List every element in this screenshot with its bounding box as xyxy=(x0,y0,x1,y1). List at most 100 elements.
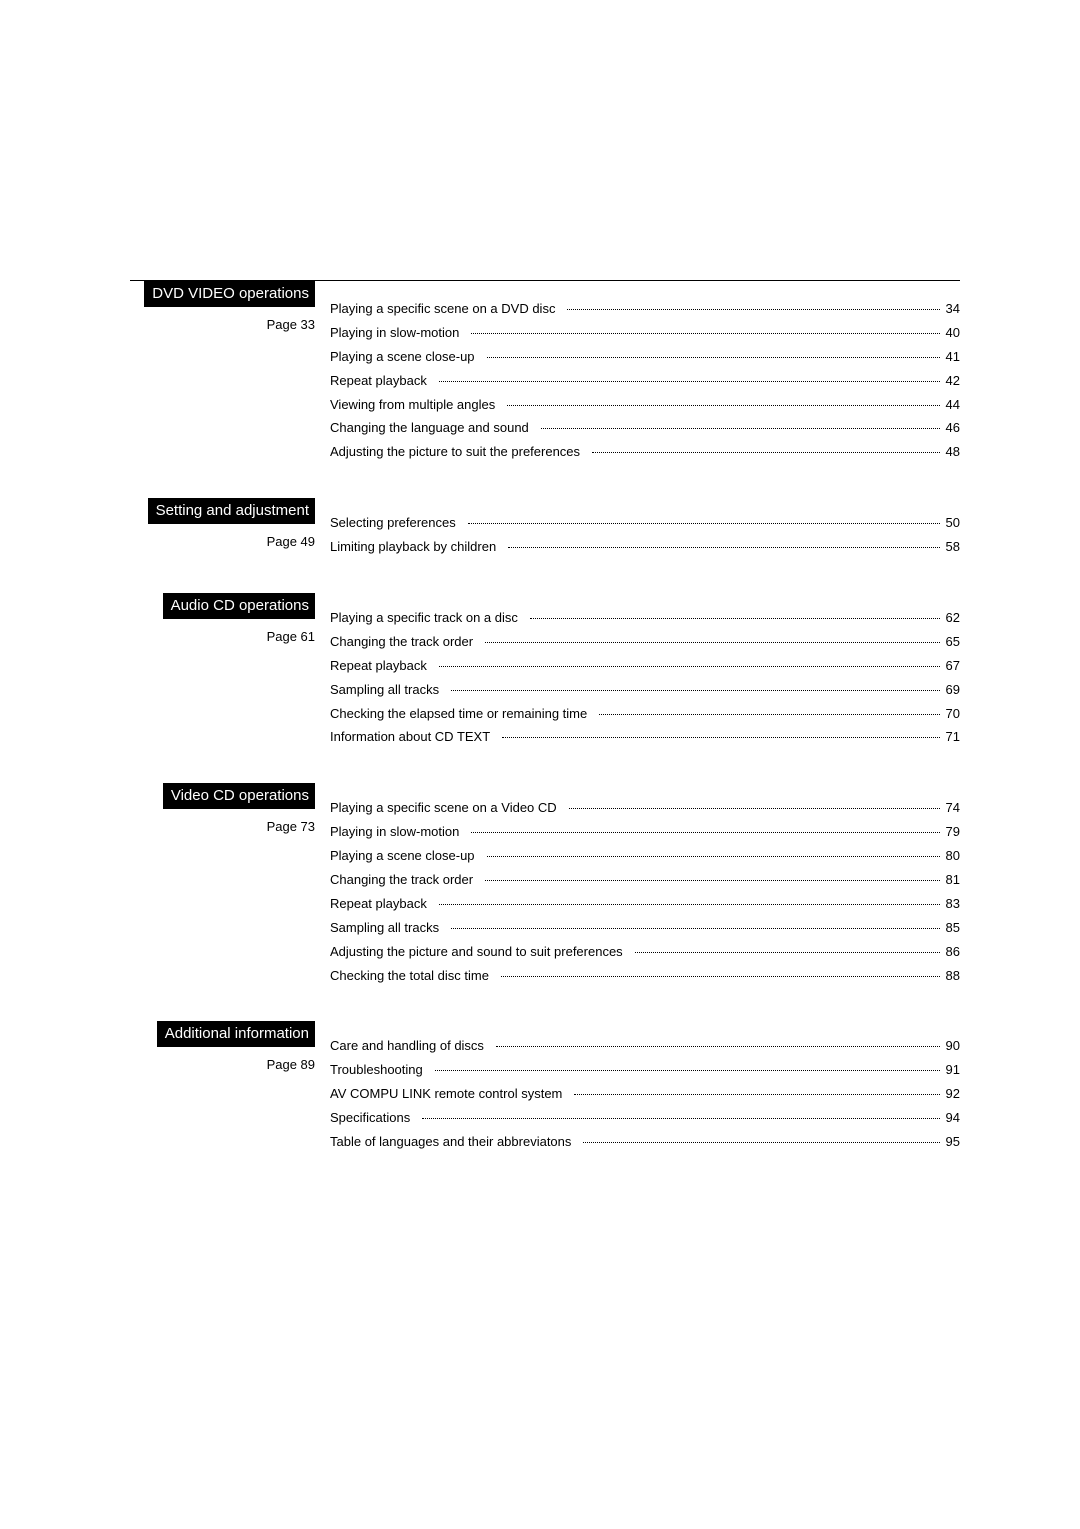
toc-leader-dots xyxy=(530,618,940,619)
toc-section: DVD VIDEO operations Page 33 Playing a s… xyxy=(130,281,960,468)
toc-entry-page: 65 xyxy=(942,634,960,651)
toc-entry-page: 40 xyxy=(942,325,960,342)
toc-entry-label: Viewing from multiple angles xyxy=(330,397,505,414)
toc-entry-page: 42 xyxy=(942,373,960,390)
toc-entry-label: Checking the total disc time xyxy=(330,968,499,985)
toc-entry: Sampling all tracks 85 xyxy=(330,920,960,937)
toc-leader-dots xyxy=(471,832,939,833)
section-entries: Selecting preferences 50 Limiting playbac… xyxy=(330,498,960,563)
toc-entry-page: 79 xyxy=(942,824,960,841)
toc-leader-dots xyxy=(485,642,939,643)
toc-entry-label: Repeat playback xyxy=(330,373,437,390)
toc-entry-page: 85 xyxy=(942,920,960,937)
section-left: DVD VIDEO operations Page 33 xyxy=(130,281,330,468)
toc-entry-page: 88 xyxy=(942,968,960,985)
toc-entry: Playing a specific track on a disc62 xyxy=(330,610,960,627)
toc-leader-dots xyxy=(592,452,939,453)
toc-entry: Adjusting the picture to suit the prefer… xyxy=(330,444,960,461)
toc-entry: Checking the total disc time 88 xyxy=(330,968,960,985)
toc-entry: Troubleshooting 91 xyxy=(330,1062,960,1079)
toc-entry: Adjusting the picture and sound to suit … xyxy=(330,944,960,961)
toc-section: Video CD operations Page 73 Playing a sp… xyxy=(130,783,960,991)
toc-entry-label: Selecting preferences xyxy=(330,515,466,532)
toc-leader-dots xyxy=(439,381,940,382)
toc-entry-page: 70 xyxy=(942,706,960,723)
toc-entry-label: Changing the language and sound xyxy=(330,420,539,437)
toc-leader-dots xyxy=(599,714,939,715)
toc-entry: Viewing from multiple angles 44 xyxy=(330,397,960,414)
toc-leader-dots xyxy=(496,1046,940,1047)
toc-entry-page: 67 xyxy=(942,658,960,675)
toc-entry-page: 58 xyxy=(942,539,960,556)
toc-entry: Care and handling of discs 90 xyxy=(330,1038,960,1055)
section-page-ref: Page 73 xyxy=(130,819,315,834)
section-entries: Care and handling of discs 90 Troubleshoo… xyxy=(330,1021,960,1157)
toc-entry-label: Changing the track order xyxy=(330,634,483,651)
toc-entry-page: 62 xyxy=(942,610,960,627)
toc-entry-label: Playing in slow-motion xyxy=(330,824,469,841)
toc-leader-dots xyxy=(502,737,939,738)
toc-leader-dots xyxy=(451,690,939,691)
toc-entry-page: 91 xyxy=(942,1062,960,1079)
toc-entry: Specifications 94 xyxy=(330,1110,960,1127)
toc-section: Additional information Page 89 Care and … xyxy=(130,1021,960,1157)
toc-entry: Playing a scene close-up41 xyxy=(330,349,960,366)
toc-entry: Repeat playback83 xyxy=(330,896,960,913)
section-entries: Playing a specific scene on a Video CD 74… xyxy=(330,783,960,991)
toc-entry: Sampling all tracks69 xyxy=(330,682,960,699)
section-page-ref: Page 61 xyxy=(130,629,315,644)
toc-entry: Playing a specific scene on a DVD disc 34 xyxy=(330,301,960,318)
toc-leader-dots xyxy=(439,666,940,667)
toc-entry-page: 46 xyxy=(942,420,960,437)
toc-entry-label: Playing a specific scene on a DVD disc xyxy=(330,301,565,318)
toc-leader-dots xyxy=(487,357,940,358)
toc-entry-page: 44 xyxy=(942,397,960,414)
toc-entry-page: 95 xyxy=(942,1134,960,1151)
toc-entry-label: Care and handling of discs xyxy=(330,1038,494,1055)
toc-entry-page: 34 xyxy=(942,301,960,318)
toc-entry-page: 48 xyxy=(942,444,960,461)
section-left: Video CD operations Page 73 xyxy=(130,783,330,991)
toc-entry-page: 74 xyxy=(942,800,960,817)
toc-entry: Changing the track order81 xyxy=(330,872,960,889)
toc-entry-page: 94 xyxy=(942,1110,960,1127)
toc-entry: Repeat playback67 xyxy=(330,658,960,675)
toc-entry-label: Playing a scene close-up xyxy=(330,848,485,865)
section-title: Video CD operations xyxy=(163,783,315,809)
toc-entry-label: Checking the elapsed time or remaining t… xyxy=(330,706,597,723)
toc-entry-label: Adjusting the picture and sound to suit … xyxy=(330,944,633,961)
toc-leader-dots xyxy=(422,1118,939,1119)
toc-entry-label: Specifications xyxy=(330,1110,420,1127)
toc-entry: Table of languages and their abbreviaton… xyxy=(330,1134,960,1151)
toc-entry-label: Limiting playback by children xyxy=(330,539,506,556)
section-title: Setting and adjustment xyxy=(148,498,315,524)
toc-entry-label: Playing a specific scene on a Video CD xyxy=(330,800,567,817)
toc-entry-label: Adjusting the picture to suit the prefer… xyxy=(330,444,590,461)
toc-entry: Checking the elapsed time or remaining t… xyxy=(330,706,960,723)
toc-entry-label: Playing in slow-motion xyxy=(330,325,469,342)
toc-entry-page: 69 xyxy=(942,682,960,699)
toc-leader-dots xyxy=(507,405,939,406)
toc-entry-label: Table of languages and their abbreviaton… xyxy=(330,1134,581,1151)
toc-entry-page: 50 xyxy=(942,515,960,532)
toc-leader-dots xyxy=(574,1094,939,1095)
toc-leader-dots xyxy=(541,428,940,429)
toc-entry: Limiting playback by children 58 xyxy=(330,539,960,556)
toc-entry-label: Troubleshooting xyxy=(330,1062,433,1079)
toc-leader-dots xyxy=(435,1070,940,1071)
toc-leader-dots xyxy=(501,976,940,977)
toc-entry-page: 80 xyxy=(942,848,960,865)
toc-leader-dots xyxy=(451,928,939,929)
toc-entry-label: Information about CD TEXT xyxy=(330,729,500,746)
toc-entry-page: 81 xyxy=(942,872,960,889)
toc-leader-dots xyxy=(487,856,940,857)
toc-leader-dots xyxy=(439,904,940,905)
toc-entry-label: Playing a scene close-up xyxy=(330,349,485,366)
section-entries: Playing a specific scene on a DVD disc 34… xyxy=(330,281,960,468)
toc-entry-page: 90 xyxy=(942,1038,960,1055)
toc-entry-page: 83 xyxy=(942,896,960,913)
toc-entry-label: Sampling all tracks xyxy=(330,920,449,937)
toc-entry: Selecting preferences 50 xyxy=(330,515,960,532)
section-page-ref: Page 89 xyxy=(130,1057,315,1072)
toc-entry: Changing the track order 65 xyxy=(330,634,960,651)
